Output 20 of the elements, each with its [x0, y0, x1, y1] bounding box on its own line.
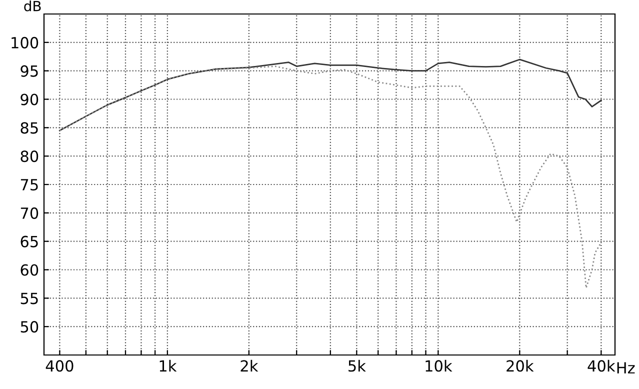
y-tick-label: 55: [20, 292, 38, 304]
y-tick-label: 85: [20, 122, 38, 134]
y-tick-label: 60: [20, 264, 38, 276]
y-tick-label: 95: [20, 65, 38, 77]
x-tick-label: 400: [46, 360, 74, 372]
x-tick-label: 2k: [240, 360, 258, 372]
y-tick-label: 65: [20, 236, 38, 248]
x-tick-label: 40k: [588, 360, 616, 372]
y-axis-title: dB: [24, 0, 41, 12]
x-tick-label: 10k: [426, 360, 452, 372]
y-tick-label: 100: [12, 36, 38, 48]
x-tick-label: 5k: [348, 360, 366, 372]
y-tick-label: 80: [20, 150, 38, 162]
y-tick-label: 90: [20, 94, 38, 106]
x-tick-label: 20k: [506, 360, 534, 372]
y-tick-label: 75: [20, 179, 38, 191]
x-axis-title: Hz: [617, 362, 635, 374]
y-tick-label: 50: [20, 321, 38, 333]
x-tick-label: 1k: [160, 360, 177, 372]
y-tick-label: 70: [20, 207, 38, 219]
